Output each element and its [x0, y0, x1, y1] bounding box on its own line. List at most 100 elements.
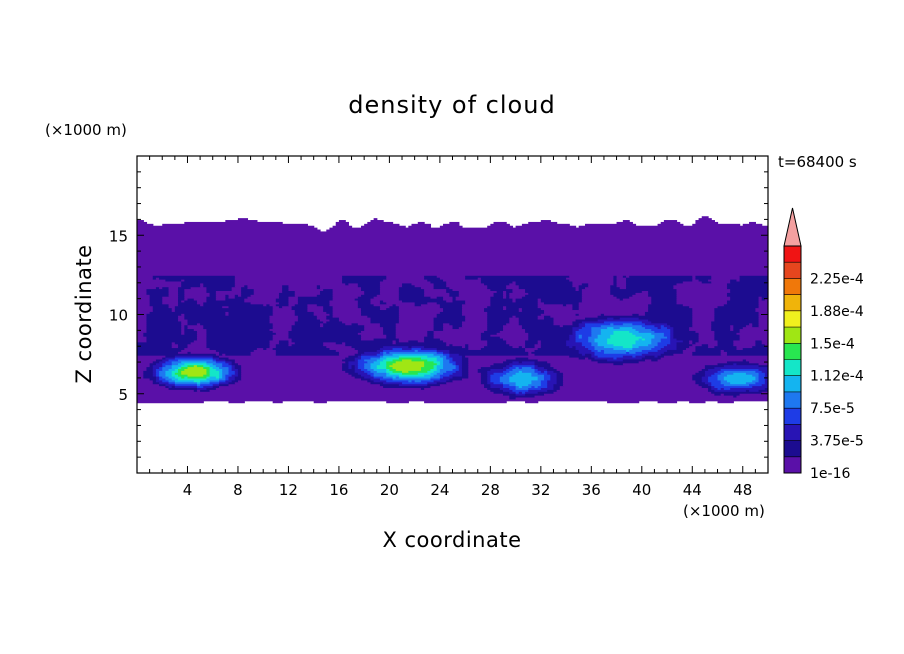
density-cell	[376, 349, 384, 352]
density-cell	[196, 330, 208, 333]
density-cell	[206, 387, 217, 390]
density-cell	[178, 303, 201, 307]
density-cell	[443, 339, 488, 343]
density-cell	[764, 381, 768, 385]
density-cell	[402, 372, 419, 375]
density-cell	[755, 375, 760, 379]
density-cell	[171, 360, 182, 364]
density-cell	[452, 299, 466, 303]
density-cell	[253, 288, 283, 292]
density-cell	[219, 379, 226, 383]
density-cell	[398, 307, 444, 311]
density-cell	[436, 351, 444, 354]
density-cell	[345, 343, 447, 347]
density-cell	[200, 284, 204, 288]
density-cell	[502, 294, 507, 297]
density-cell	[383, 385, 432, 389]
density-cell	[758, 320, 768, 324]
density-cell	[613, 294, 633, 297]
density-cell	[402, 284, 416, 288]
density-cell	[632, 313, 640, 316]
density-cell	[449, 377, 463, 381]
density-cell	[345, 370, 356, 373]
density-cell	[354, 368, 362, 371]
density-cell	[676, 337, 700, 341]
density-cell	[288, 303, 296, 307]
density-cell	[402, 282, 413, 286]
density-cell	[506, 296, 510, 299]
density-cell	[146, 337, 198, 341]
density-cell	[704, 370, 719, 373]
density-cell	[537, 375, 545, 379]
density-cell	[717, 341, 734, 345]
density-cell	[585, 353, 592, 356]
density-cell	[452, 356, 463, 360]
density-cell	[433, 318, 466, 322]
density-cell	[537, 305, 573, 309]
density-cell	[660, 347, 678, 350]
density-cell	[395, 326, 435, 330]
density-cell	[723, 364, 760, 368]
density-cell	[717, 400, 734, 404]
density-cell	[452, 375, 469, 379]
density-cell	[509, 391, 517, 394]
density-cell	[597, 315, 693, 318]
density-cell	[439, 370, 447, 373]
density-cell	[632, 326, 646, 330]
density-cell	[219, 356, 230, 360]
density-cell	[726, 292, 768, 295]
density-cell	[209, 368, 217, 371]
density-cell	[559, 324, 564, 328]
density-cell	[692, 324, 712, 328]
density-cell	[506, 368, 514, 371]
density-cell	[714, 334, 741, 337]
density-cell	[386, 277, 425, 280]
density-cell	[531, 366, 536, 369]
density-cell	[480, 374, 488, 377]
density-cell	[383, 353, 394, 356]
density-cell	[420, 303, 441, 307]
density-cell	[269, 339, 280, 343]
density-cell	[521, 360, 536, 364]
density-cell	[137, 220, 144, 223]
density-cell	[720, 351, 728, 354]
density-cell	[730, 296, 760, 299]
density-cell	[228, 383, 381, 387]
density-cell	[196, 301, 204, 305]
density-cell	[581, 326, 592, 330]
density-cell	[427, 278, 444, 282]
density-cell	[657, 326, 662, 330]
density-cell	[357, 362, 365, 366]
density-cell	[682, 280, 703, 284]
density-cell	[433, 330, 485, 333]
density-cell	[348, 282, 359, 286]
density-cell	[193, 379, 201, 383]
density-cell	[443, 366, 457, 369]
density-cell	[184, 290, 208, 293]
density-cell	[613, 356, 618, 360]
density-cell	[439, 311, 463, 314]
density-cell	[345, 322, 353, 326]
density-cell	[496, 332, 529, 335]
density-cell	[518, 370, 523, 373]
density-cell	[178, 345, 189, 349]
density-cell	[509, 317, 520, 320]
density-cell	[402, 370, 409, 373]
density-cell	[689, 339, 693, 343]
density-cell	[654, 324, 662, 328]
density-cell	[742, 347, 768, 350]
density-cell	[215, 375, 220, 379]
density-cell	[543, 315, 551, 318]
density-cell	[357, 358, 365, 362]
density-cell	[449, 322, 463, 326]
density-cell	[379, 324, 397, 328]
density-cell	[569, 355, 592, 358]
density-cell	[373, 379, 387, 383]
density-cell	[626, 286, 674, 290]
density-cell	[446, 356, 454, 360]
density-cell	[610, 284, 618, 288]
density-cell	[461, 324, 488, 328]
density-cell	[228, 296, 236, 299]
density-cell	[739, 277, 768, 280]
density-cell	[424, 374, 435, 377]
